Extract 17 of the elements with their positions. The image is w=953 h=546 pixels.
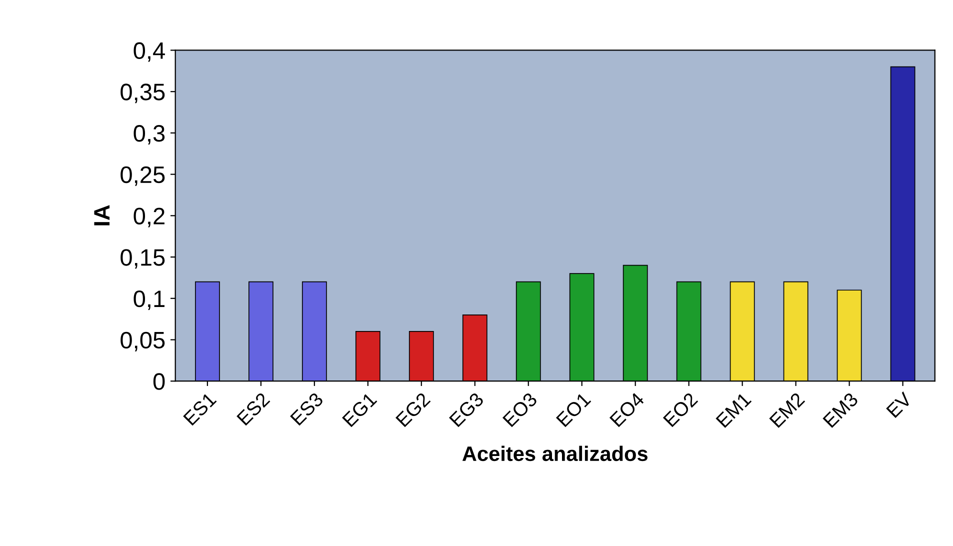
y-tick-label: 0,05: [120, 332, 165, 352]
x-axis-title: Aceites analizados: [462, 446, 648, 462]
y-axis-title: IA: [94, 205, 110, 226]
x-tick-label: EO1: [556, 392, 592, 428]
y-tick-label: 0,2: [134, 208, 164, 228]
y-tick-label: 0,4: [134, 42, 165, 62]
y-tick-label: 0,15: [120, 249, 165, 269]
x-tick-label: EV: [886, 391, 913, 418]
y-tick-label: 0,1: [134, 290, 164, 310]
x-tick-label: ES3: [290, 392, 324, 426]
y-tick-label: 0,25: [120, 166, 165, 186]
x-tick-label: ES1: [182, 392, 217, 426]
y-tick-label: 0,35: [120, 84, 165, 104]
x-tick-label: EG1: [342, 392, 378, 428]
x-tick-label: ES2: [236, 392, 270, 426]
y-tick-label: 0: [153, 373, 165, 390]
y-tick-label: 0,3: [134, 125, 165, 145]
